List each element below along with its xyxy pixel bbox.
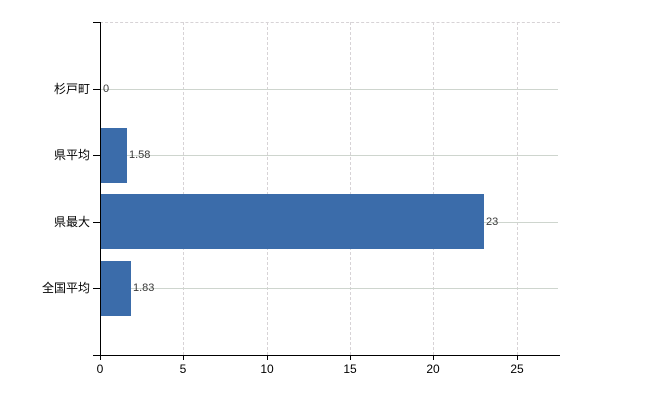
x-axis-tick	[100, 355, 101, 360]
x-axis-tick	[350, 355, 351, 360]
vertical-gridline	[433, 22, 434, 355]
category-tick	[93, 155, 100, 156]
bar-value-label: 1.58	[129, 149, 151, 161]
horizontal-gridline	[100, 155, 558, 156]
y-axis-line	[100, 22, 101, 360]
category-label: 県平均	[53, 148, 90, 162]
top-gridline	[100, 22, 560, 23]
x-tick-label: 0	[96, 362, 104, 376]
bar-value-label: 0	[103, 83, 110, 95]
x-tick-label: 10	[260, 362, 274, 376]
vertical-gridline	[350, 22, 351, 355]
x-axis-tick	[183, 355, 184, 360]
category-label: 杉戸町	[53, 82, 90, 96]
bar	[101, 194, 484, 249]
vertical-gridline	[517, 22, 518, 355]
x-axis-tick	[517, 355, 518, 360]
x-axis-tick	[433, 355, 434, 360]
category-label: 全国平均	[41, 281, 90, 295]
x-tick-label: 20	[426, 362, 440, 376]
x-tick-label: 25	[510, 362, 524, 376]
category-tick	[93, 89, 100, 90]
x-tick-label: 15	[343, 362, 357, 376]
category-tick	[93, 288, 100, 289]
x-axis-line	[93, 355, 560, 356]
bar-value-label: 23	[486, 216, 499, 228]
category-tick	[93, 22, 100, 23]
horizontal-gridline	[100, 288, 558, 289]
bar	[101, 128, 127, 183]
bar	[101, 261, 131, 316]
vertical-gridline	[183, 22, 184, 355]
category-tick	[93, 222, 100, 223]
x-axis-tick	[267, 355, 268, 360]
horizontal-gridline	[100, 89, 558, 90]
bar-value-label: 1.83	[133, 282, 155, 294]
vertical-gridline	[267, 22, 268, 355]
x-tick-label: 5	[179, 362, 187, 376]
category-label: 県最大	[53, 215, 90, 229]
